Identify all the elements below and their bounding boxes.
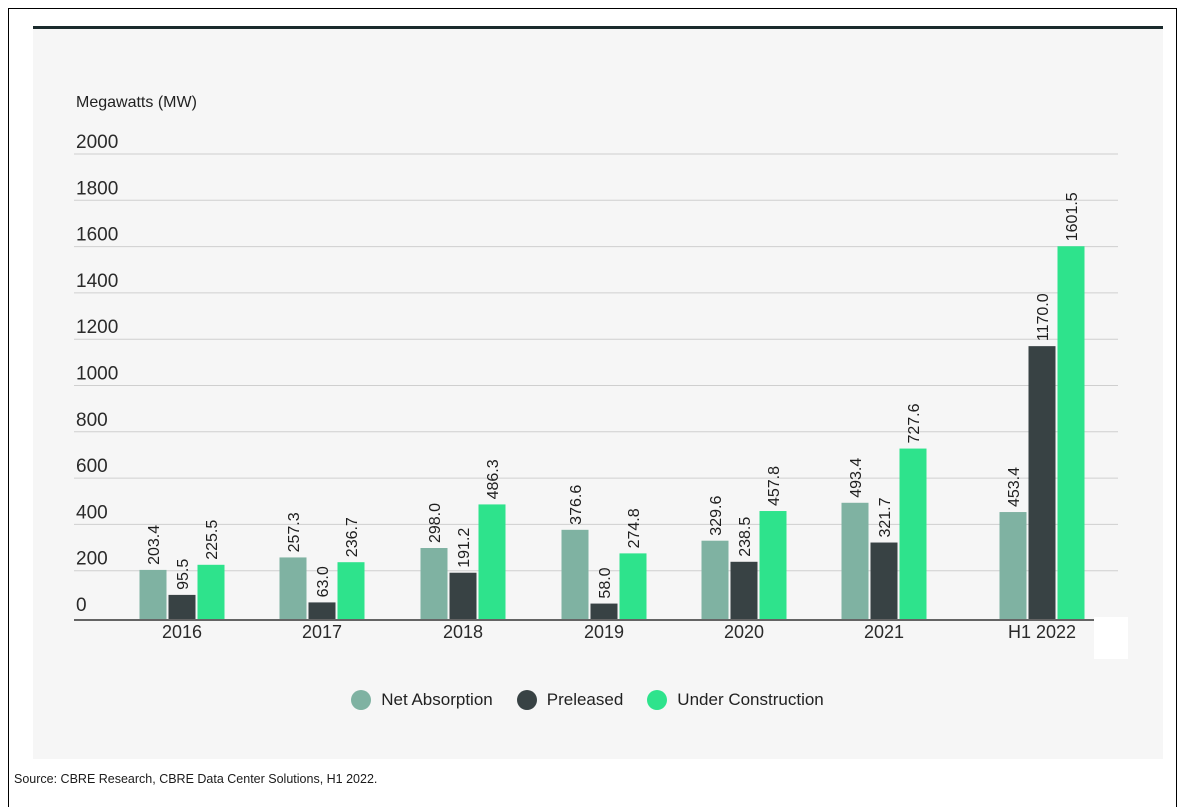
bar [730, 561, 758, 619]
bar [279, 557, 307, 619]
bar [308, 602, 336, 619]
chart-legend: Net Absorption Preleased Under Constructio… [0, 690, 1185, 710]
legend-swatch [647, 690, 668, 710]
y-tick-label: 600 [76, 456, 108, 477]
bar [337, 562, 365, 619]
data-label: 95.5 [175, 559, 192, 590]
y-tick-label: 200 [76, 549, 108, 570]
y-tick-label: 1400 [76, 271, 118, 292]
x-tick-label: 2018 [443, 622, 483, 642]
legend-label: Under Construction [677, 690, 824, 709]
data-label: 225.5 [204, 520, 221, 560]
data-label: 1601.5 [1064, 192, 1081, 241]
y-tick-label: 400 [76, 502, 108, 523]
bar [561, 529, 589, 619]
bar [619, 553, 647, 619]
y-tick-label: 1200 [76, 317, 118, 338]
data-label: 457.8 [766, 466, 783, 506]
data-label: 274.8 [626, 508, 643, 548]
bar [420, 548, 448, 619]
chart-frame [8, 8, 1177, 807]
blank-patch [1094, 617, 1128, 659]
data-label: 321.7 [877, 497, 894, 537]
y-axis-label: Megawatts (MW) [76, 94, 197, 111]
bar [1028, 346, 1056, 619]
data-label: 1170.0 [1035, 293, 1052, 341]
bar [870, 542, 898, 619]
data-label: 238.5 [737, 517, 754, 557]
data-label: 63.0 [315, 566, 332, 597]
x-tick-label: 2020 [724, 622, 764, 642]
bar [701, 540, 729, 619]
data-label: 236.7 [344, 517, 361, 557]
bar [197, 564, 225, 619]
bar [841, 502, 869, 619]
bar [1057, 246, 1085, 619]
legend-label: Preleased [546, 690, 624, 709]
legend-label: Net Absorption [381, 690, 493, 709]
x-tick-label: 2021 [864, 622, 904, 642]
y-tick-label: 1800 [76, 178, 118, 199]
bar [899, 448, 927, 619]
data-label: 486.3 [485, 459, 502, 499]
legend-item: Preleased [516, 690, 624, 710]
legend-swatch [516, 690, 537, 710]
y-tick-label: 1600 [76, 225, 118, 246]
legend-swatch [351, 690, 372, 710]
y-tick-label: 0 [76, 595, 87, 616]
bar [759, 511, 787, 619]
x-tick-label: 2016 [162, 622, 202, 642]
y-tick-label: 800 [76, 410, 108, 431]
source-note: Source: CBRE Research, CBRE Data Center … [14, 772, 378, 786]
y-tick-label: 1000 [76, 364, 118, 385]
bar [168, 594, 196, 619]
data-label: 727.6 [906, 403, 923, 443]
data-label: 453.4 [1006, 467, 1023, 507]
data-label: 298.0 [427, 503, 444, 543]
bar [139, 569, 167, 619]
x-tick-label: H1 2022 [1008, 622, 1076, 642]
chart-panel [33, 26, 1163, 759]
bar [590, 603, 618, 619]
bar [999, 512, 1027, 619]
bar [449, 572, 477, 619]
x-tick-label: 2017 [302, 622, 342, 642]
data-label: 493.4 [848, 458, 865, 498]
y-tick-label: 2000 [76, 132, 118, 153]
data-label: 58.0 [597, 567, 614, 598]
data-label: 329.6 [708, 496, 725, 536]
bar [478, 504, 506, 619]
x-tick-label: 2019 [584, 622, 624, 642]
legend-item: Under Construction [647, 690, 824, 710]
data-label: 257.3 [286, 512, 303, 552]
data-label: 376.6 [568, 485, 585, 525]
data-label: 191.2 [456, 528, 473, 568]
data-label: 203.4 [146, 525, 163, 565]
legend-item: Net Absorption [351, 690, 493, 710]
